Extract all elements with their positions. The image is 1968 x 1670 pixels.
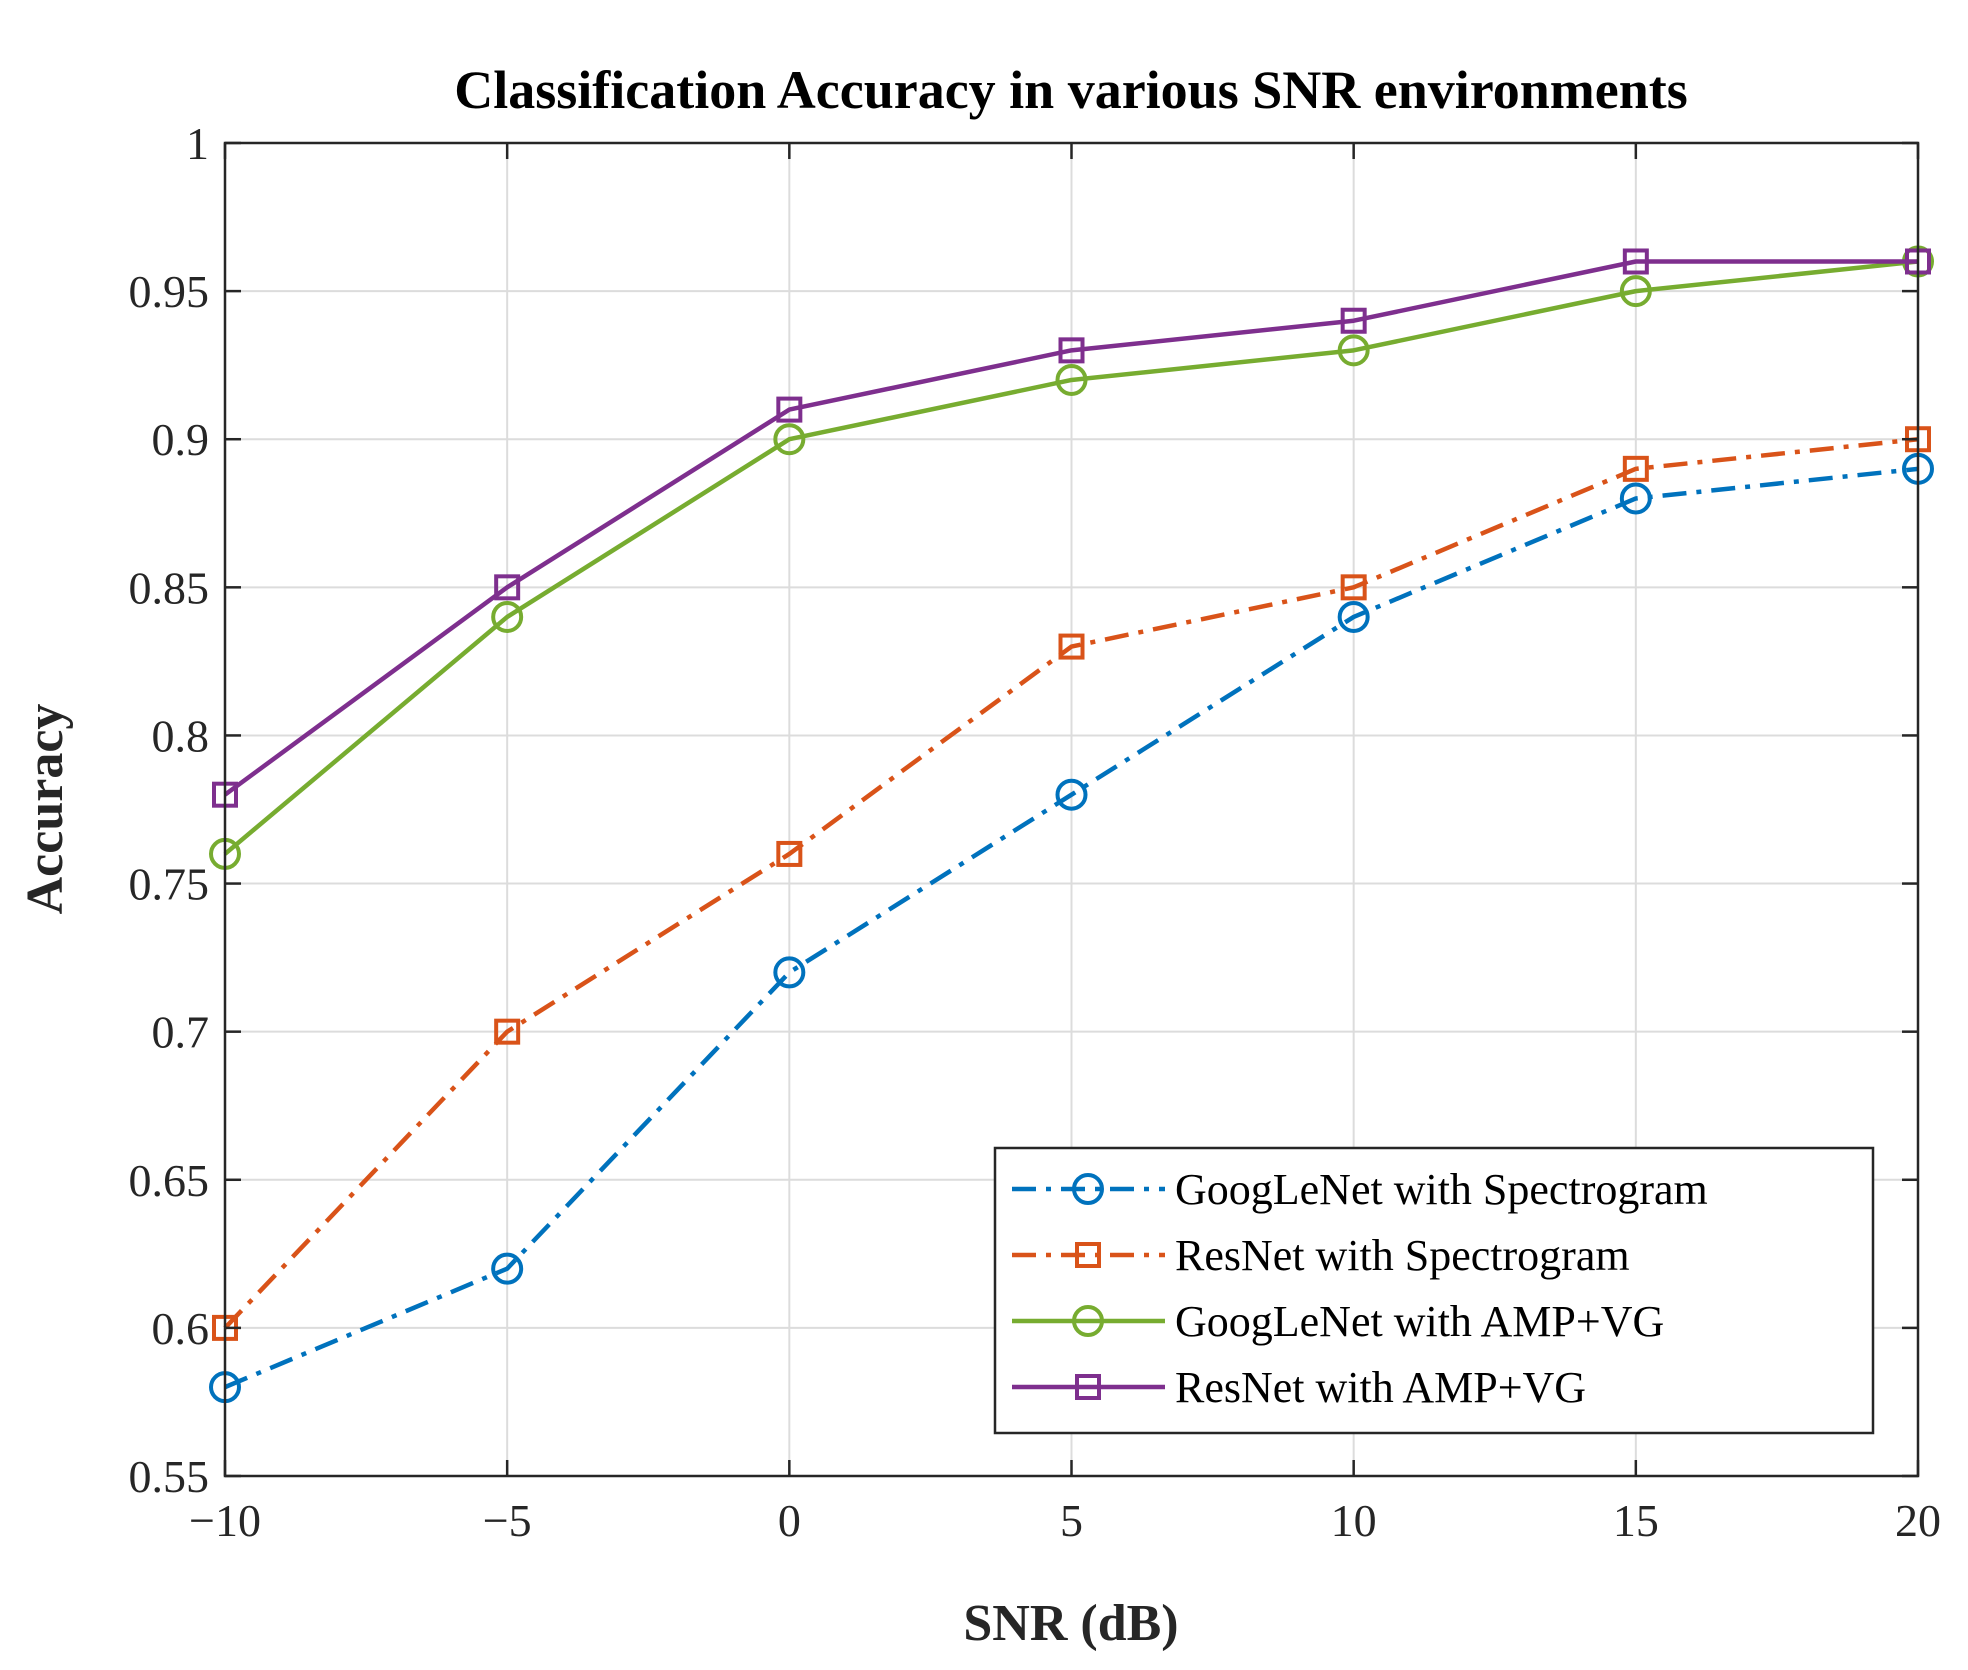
y-tick-label: 0.6 (152, 1303, 210, 1354)
legend-marker (1075, 1374, 1101, 1400)
legend-entry: ResNet with AMP+VG (1012, 1363, 1586, 1412)
data-point-marker (773, 956, 806, 989)
legend-label: ResNet with Spectrogram (1175, 1231, 1630, 1280)
y-axis-title: Accuracy (17, 704, 74, 915)
x-axis-title: SNR (dB) (963, 1595, 1178, 1652)
y-tick-label: 0.55 (129, 1451, 210, 1502)
data-point-marker (494, 574, 521, 601)
y-tick-label: 0.9 (152, 414, 210, 465)
data-point-marker (1622, 455, 1649, 482)
legend-entry: ResNet with Spectrogram (1012, 1231, 1630, 1280)
y-tick-label: 0.85 (129, 562, 210, 613)
data-point-marker (1058, 337, 1085, 364)
series-line (223, 259, 1919, 856)
data-point-marker (494, 1018, 521, 1045)
x-tick-label: −10 (189, 1495, 261, 1546)
series-2 (212, 426, 1931, 1341)
data-point-marker (491, 600, 524, 633)
legend: GoogLeNet with Spectrogram ResNet with Sp… (993, 1146, 1875, 1435)
x-tick-label: 15 (1613, 1495, 1659, 1546)
data-point-marker (1619, 275, 1652, 308)
legend-entry: GoogLeNet with AMP+VG (1012, 1297, 1664, 1346)
data-point-marker (1058, 633, 1085, 660)
y-tick-label: 0.95 (129, 266, 210, 317)
legend-marker (1072, 1173, 1104, 1205)
legend-marker (1075, 1242, 1101, 1268)
y-tick-label: 0.75 (129, 859, 210, 910)
data-point-marker (1619, 482, 1652, 515)
x-tick-label: −5 (483, 1495, 532, 1546)
x-tick-label: 10 (1331, 1495, 1377, 1546)
data-point-marker (776, 396, 803, 423)
legend-entry: GoogLeNet with Spectrogram (1012, 1165, 1708, 1214)
legend-items: GoogLeNet with Spectrogram ResNet with Sp… (1012, 1165, 1708, 1412)
data-point-marker (1622, 248, 1649, 275)
legend-label: ResNet with AMP+VG (1175, 1363, 1586, 1412)
y-tick-label: 0.8 (152, 710, 210, 761)
data-point-marker (1337, 600, 1370, 633)
series-line (223, 436, 1919, 1330)
data-point-marker (1055, 363, 1088, 396)
y-tick-label: 0.7 (152, 1007, 210, 1058)
data-point-marker (773, 423, 806, 456)
y-tick-label: 1 (186, 118, 209, 169)
tick-marks (223, 141, 1920, 1478)
data-point-marker (491, 1252, 524, 1285)
data-point-marker (1337, 334, 1370, 367)
y-tick-label: 0.65 (129, 1155, 210, 1206)
series-line (224, 466, 1919, 1390)
legend-label: GoogLeNet with AMP+VG (1175, 1297, 1664, 1346)
legend-marker (1072, 1305, 1104, 1337)
tick-labels: −10 −5 0 5 10 15 20 0.55 0.6 0.65 0.7 0.75 0.8 0.85 0.… (129, 118, 1942, 1546)
legend-label: GoogLeNet with Spectrogram (1175, 1165, 1708, 1214)
data-point-marker (1340, 307, 1367, 334)
data-point-marker (1055, 778, 1088, 811)
x-tick-label: 0 (778, 1495, 801, 1546)
data-point-marker (1340, 574, 1367, 601)
chart-title: Classification Accuracy in various SNR e… (454, 60, 1688, 120)
data-point-marker (776, 840, 803, 867)
x-tick-label: 20 (1895, 1495, 1941, 1546)
series-layer (209, 245, 1934, 1404)
series-1 (209, 452, 1934, 1404)
series-line (223, 259, 1918, 797)
x-tick-label: 5 (1060, 1495, 1083, 1546)
